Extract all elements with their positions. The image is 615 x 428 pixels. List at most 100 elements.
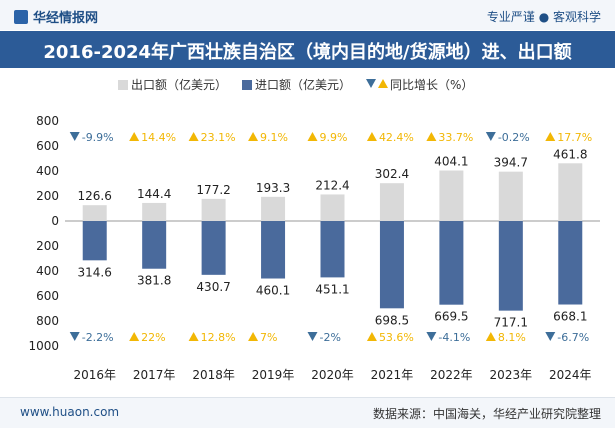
- import-bar: [82, 221, 107, 261]
- export-value-label: 193.3: [256, 181, 290, 195]
- legend-swatch-export: [118, 80, 128, 90]
- y-tick-label: 200: [36, 239, 59, 253]
- y-tick-label: 800: [36, 114, 59, 128]
- brand-name: 华经情报网: [33, 11, 99, 26]
- legend-up-triangle-icon: [378, 79, 388, 88]
- legend-item-export: 出口额（亿美元）: [118, 76, 227, 93]
- chart-title: 2016-2024年广西壮族自治区（境内目的地/货源地）进、出口额: [43, 42, 572, 63]
- legend-label-import: 进口额（亿美元）: [255, 78, 352, 92]
- import-value-label: 381.8: [137, 274, 171, 288]
- import-bar: [498, 221, 523, 311]
- export-bar: [261, 196, 286, 221]
- import-value-label: 668.1: [553, 310, 587, 324]
- import-value-label: 451.1: [315, 282, 349, 296]
- import-growth-up-triangle-icon: [485, 332, 496, 341]
- x-tick-label: 2024年: [549, 368, 592, 382]
- chart-legend: 出口额（亿美元） 进口额（亿美元） 同比增长（%）: [0, 74, 615, 94]
- import-bar: [379, 221, 404, 309]
- footer-site: www.huaon.com: [20, 405, 120, 419]
- import-growth-label: -2%: [320, 331, 341, 344]
- import-growth-down-triangle-icon: [545, 332, 556, 341]
- import-value-label: 430.7: [196, 280, 230, 294]
- import-growth-label: 22%: [141, 331, 165, 344]
- import-value-label: 314.6: [78, 265, 112, 279]
- import-growth-up-triangle-icon: [248, 332, 259, 341]
- import-growth-label: -6.7%: [557, 331, 589, 344]
- x-tick-label: 2022年: [430, 368, 473, 382]
- export-growth-label: 17.7%: [557, 131, 592, 144]
- export-bar: [558, 163, 583, 221]
- export-bar: [439, 170, 464, 221]
- export-value-label: 126.6: [78, 189, 112, 203]
- import-growth-label: 12.8%: [201, 331, 236, 344]
- export-growth-up-triangle-icon: [248, 132, 259, 141]
- import-growth-label: 8.1%: [498, 331, 526, 344]
- footer-source: 数据来源：中国海关，华经产业研究院整理: [372, 407, 601, 421]
- import-value-label: 460.1: [256, 284, 290, 298]
- export-bar: [379, 183, 404, 221]
- export-growth-label: -9.9%: [82, 131, 114, 144]
- import-growth-label: 7%: [260, 331, 277, 344]
- import-growth-label: 53.6%: [379, 331, 414, 344]
- export-growth-up-triangle-icon: [545, 132, 556, 141]
- export-value-label: 144.4: [137, 187, 171, 201]
- x-tick-label: 2023年: [490, 368, 533, 382]
- y-tick-label: 800: [36, 314, 59, 328]
- x-tick-label: 2017年: [133, 368, 176, 382]
- y-tick-label: 200: [36, 189, 59, 203]
- y-tick-label: 600: [36, 139, 59, 153]
- export-growth-label: 23.1%: [201, 131, 236, 144]
- legend-down-triangle-icon: [366, 79, 376, 88]
- y-tick-label: 400: [36, 264, 59, 278]
- import-growth-label: -2.2%: [82, 331, 114, 344]
- export-bar: [82, 205, 107, 221]
- y-tick-label: 600: [36, 289, 59, 303]
- export-growth-label: -0.2%: [498, 131, 530, 144]
- export-growth-label: 42.4%: [379, 131, 414, 144]
- legend-label-growth: 同比增长（%）: [390, 78, 474, 92]
- x-tick-label: 2019年: [252, 368, 295, 382]
- import-growth-down-triangle-icon: [307, 332, 318, 341]
- legend-item-growth: 同比增长（%）: [366, 76, 473, 93]
- import-growth-up-triangle-icon: [366, 332, 377, 341]
- legend-swatch-import: [242, 80, 252, 90]
- import-value-label: 717.1: [494, 316, 528, 330]
- import-value-label: 669.5: [434, 310, 468, 324]
- import-bar: [142, 221, 167, 269]
- import-growth-up-triangle-icon: [188, 332, 199, 341]
- export-value-label: 394.7: [494, 156, 528, 170]
- import-growth-down-triangle-icon: [69, 332, 80, 341]
- export-bar: [498, 171, 523, 221]
- export-growth-down-triangle-icon: [485, 132, 496, 141]
- export-growth-label: 9.9%: [320, 131, 348, 144]
- export-growth-up-triangle-icon: [307, 132, 318, 141]
- import-bar: [439, 221, 464, 305]
- export-bar: [142, 202, 167, 221]
- export-growth-label: 9.1%: [260, 131, 288, 144]
- footer: www.huaon.com 数据来源：中国海关，华经产业研究院整理: [0, 397, 615, 428]
- import-growth-label: -4.1%: [438, 331, 470, 344]
- brand: 华经情报网: [14, 7, 98, 26]
- export-growth-up-triangle-icon: [129, 132, 140, 141]
- export-value-label: 212.4: [315, 178, 349, 192]
- export-bar: [320, 194, 345, 221]
- x-tick-label: 2021年: [371, 368, 414, 382]
- legend-label-export: 出口额（亿美元）: [131, 78, 228, 92]
- slogan: 专业严谨 ● 客观科学: [486, 10, 601, 24]
- legend-item-import: 进口额（亿美元）: [242, 76, 351, 93]
- import-bar: [201, 221, 226, 275]
- chart-svg: 800 600 400 200 0 200 400 600 800 1000 126.6 314.6 -…: [28, 114, 600, 382]
- x-tick-label: 2018年: [192, 368, 235, 382]
- import-bar: [320, 221, 345, 278]
- export-growth-up-triangle-icon: [366, 132, 377, 141]
- x-tick-label: 2020年: [311, 368, 354, 382]
- export-value-label: 404.1: [434, 154, 468, 168]
- x-tick-label: 2016年: [73, 368, 116, 382]
- import-growth-down-triangle-icon: [426, 332, 437, 341]
- y-tick-label: 400: [36, 164, 59, 178]
- import-bar: [558, 221, 583, 305]
- import-value-label: 698.5: [375, 313, 409, 327]
- import-growth-up-triangle-icon: [129, 332, 140, 341]
- export-value-label: 177.2: [196, 183, 230, 197]
